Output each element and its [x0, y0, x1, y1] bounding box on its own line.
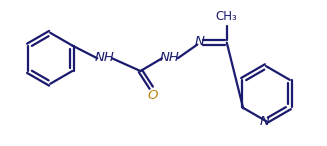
- Text: NH: NH: [160, 51, 180, 64]
- Text: NH: NH: [94, 51, 114, 64]
- Text: N: N: [260, 115, 270, 128]
- Text: N: N: [194, 35, 204, 48]
- Text: CH₃: CH₃: [215, 10, 237, 23]
- Text: O: O: [147, 89, 157, 102]
